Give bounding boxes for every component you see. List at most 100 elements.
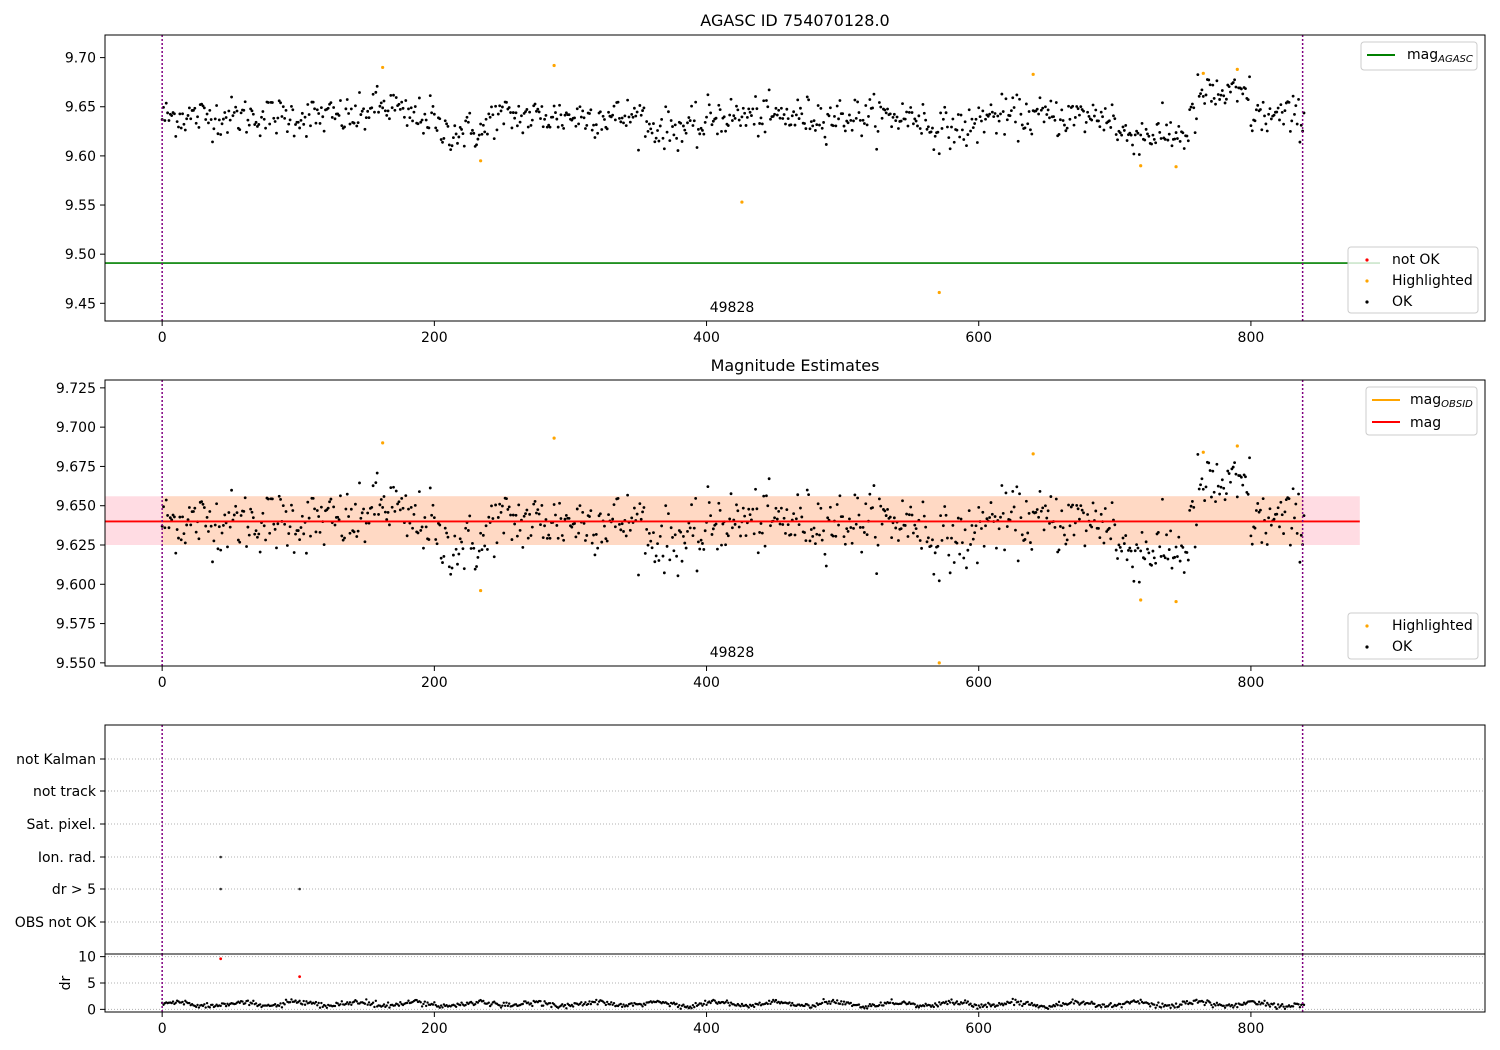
dr-point	[1012, 1003, 1016, 1007]
ok-point	[442, 554, 446, 558]
highlighted-point	[479, 588, 483, 593]
dr-point	[988, 1003, 991, 1006]
ok-point	[175, 120, 179, 124]
ok-point	[466, 120, 470, 124]
ok-point	[409, 505, 413, 509]
dr-ytick-label: 5	[87, 976, 96, 992]
ok-point	[209, 524, 213, 528]
highlighted-point	[381, 441, 385, 445]
dr-point	[539, 999, 542, 1003]
ok-point	[417, 96, 421, 100]
ok-point	[752, 532, 756, 536]
ok-point	[675, 136, 678, 140]
ok-point	[1110, 501, 1114, 505]
ok-point	[1128, 546, 1132, 550]
ok-point	[842, 124, 846, 128]
ok-point	[1019, 516, 1023, 520]
ok-point	[922, 514, 926, 518]
dr-point	[1227, 1003, 1231, 1006]
ok-point	[1121, 536, 1125, 540]
dr-point	[947, 999, 950, 1003]
ok-point	[447, 565, 451, 569]
dr-point	[705, 1003, 708, 1007]
flag-point	[219, 855, 222, 859]
ok-point	[288, 118, 292, 122]
ok-point	[332, 106, 336, 109]
ok-point	[1227, 85, 1231, 89]
ok-point	[411, 119, 414, 123]
ok-point	[1067, 104, 1070, 108]
ok-point	[570, 525, 574, 529]
ok-point	[177, 125, 180, 129]
ok-point	[1173, 555, 1177, 559]
ok-point	[181, 515, 184, 519]
dr-point	[729, 1001, 733, 1004]
dr-point	[273, 1003, 277, 1006]
ok-point	[894, 526, 898, 530]
ok-point	[1176, 137, 1179, 140]
ok-point	[948, 147, 952, 151]
dr-point	[464, 1003, 467, 1007]
ok-point	[696, 127, 700, 131]
ok-point	[1204, 485, 1208, 489]
dr-point	[948, 1001, 952, 1004]
dr-point	[279, 1002, 282, 1005]
ok-point	[918, 127, 922, 130]
ok-point	[223, 513, 227, 517]
dr-point	[1002, 1004, 1005, 1007]
dr-point	[727, 1001, 730, 1005]
ok-point	[692, 526, 696, 530]
dr-point	[821, 1001, 824, 1005]
ok-point	[1103, 107, 1107, 110]
ok-point	[283, 116, 287, 120]
ok-point	[562, 126, 566, 130]
ok-point	[564, 513, 568, 517]
ok-point	[393, 509, 397, 513]
ok-point	[491, 517, 495, 520]
highlighted-point	[1235, 67, 1239, 71]
ok-point	[476, 137, 480, 141]
ok-point	[1233, 461, 1236, 465]
ok-point	[622, 530, 625, 533]
ok-point	[234, 105, 238, 109]
ok-point	[1090, 525, 1094, 529]
dr-not-ok-point	[219, 957, 223, 961]
ok-point	[676, 149, 680, 152]
ok-point	[876, 543, 880, 547]
ok-point	[669, 119, 673, 122]
ok-point	[751, 507, 755, 511]
ok-point	[888, 112, 892, 116]
ok-point	[594, 533, 598, 536]
ok-point	[364, 116, 368, 120]
ok-point	[1248, 456, 1251, 460]
ok-point	[494, 104, 497, 108]
dr-point	[1057, 1000, 1061, 1004]
dr-point	[309, 1000, 312, 1004]
ok-point	[793, 533, 797, 537]
ok-point	[686, 530, 689, 533]
dr-point	[1253, 1001, 1257, 1004]
ok-point	[1084, 121, 1088, 124]
ok-point	[1260, 541, 1264, 544]
ok-point	[315, 108, 319, 112]
highlighted-point	[1139, 598, 1143, 602]
ok-point	[413, 105, 417, 108]
ok-point	[344, 507, 348, 511]
ok-point	[1261, 497, 1265, 501]
dr-point	[865, 1007, 869, 1010]
ok-point	[539, 117, 542, 120]
ok-point	[822, 121, 825, 124]
ok-point	[1159, 137, 1163, 140]
dr-point	[438, 1006, 441, 1009]
ok-point	[276, 522, 280, 526]
ok-point	[767, 88, 771, 92]
ok-point	[633, 106, 636, 110]
ok-point	[329, 497, 333, 501]
agasc-ytick-label: 9.55	[65, 198, 96, 214]
dr-point	[1278, 1006, 1281, 1009]
ok-point	[514, 111, 518, 115]
ok-point	[182, 122, 186, 126]
ok-point	[748, 513, 752, 517]
ok-point	[647, 122, 651, 126]
ok-point	[339, 99, 342, 102]
